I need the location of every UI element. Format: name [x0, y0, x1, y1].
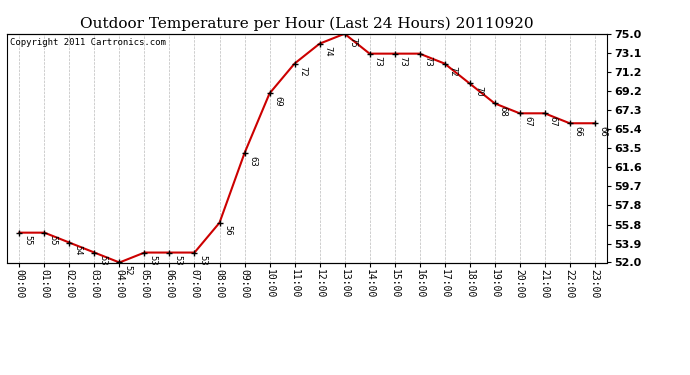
Text: 73: 73 — [374, 56, 383, 67]
Text: 70: 70 — [474, 86, 483, 97]
Text: 66: 66 — [574, 126, 583, 137]
Text: 52: 52 — [124, 265, 132, 276]
Text: 75: 75 — [348, 36, 357, 47]
Title: Outdoor Temperature per Hour (Last 24 Hours) 20110920: Outdoor Temperature per Hour (Last 24 Ho… — [80, 17, 534, 31]
Text: 73: 73 — [399, 56, 408, 67]
Text: 72: 72 — [448, 66, 457, 77]
Text: 63: 63 — [248, 156, 257, 166]
Text: 73: 73 — [424, 56, 433, 67]
Text: 53: 53 — [99, 255, 108, 266]
Text: Copyright 2011 Cartronics.com: Copyright 2011 Cartronics.com — [10, 38, 166, 47]
Text: 54: 54 — [74, 245, 83, 256]
Text: 72: 72 — [299, 66, 308, 77]
Text: 55: 55 — [23, 236, 32, 246]
Text: 69: 69 — [274, 96, 283, 107]
Text: 74: 74 — [324, 46, 333, 57]
Text: 55: 55 — [48, 236, 57, 246]
Text: 53: 53 — [199, 255, 208, 266]
Text: 67: 67 — [524, 116, 533, 127]
Text: 56: 56 — [224, 225, 233, 236]
Text: 67: 67 — [549, 116, 558, 127]
Text: 66: 66 — [599, 126, 608, 137]
Text: 53: 53 — [148, 255, 157, 266]
Text: 53: 53 — [174, 255, 183, 266]
Text: 68: 68 — [499, 106, 508, 117]
